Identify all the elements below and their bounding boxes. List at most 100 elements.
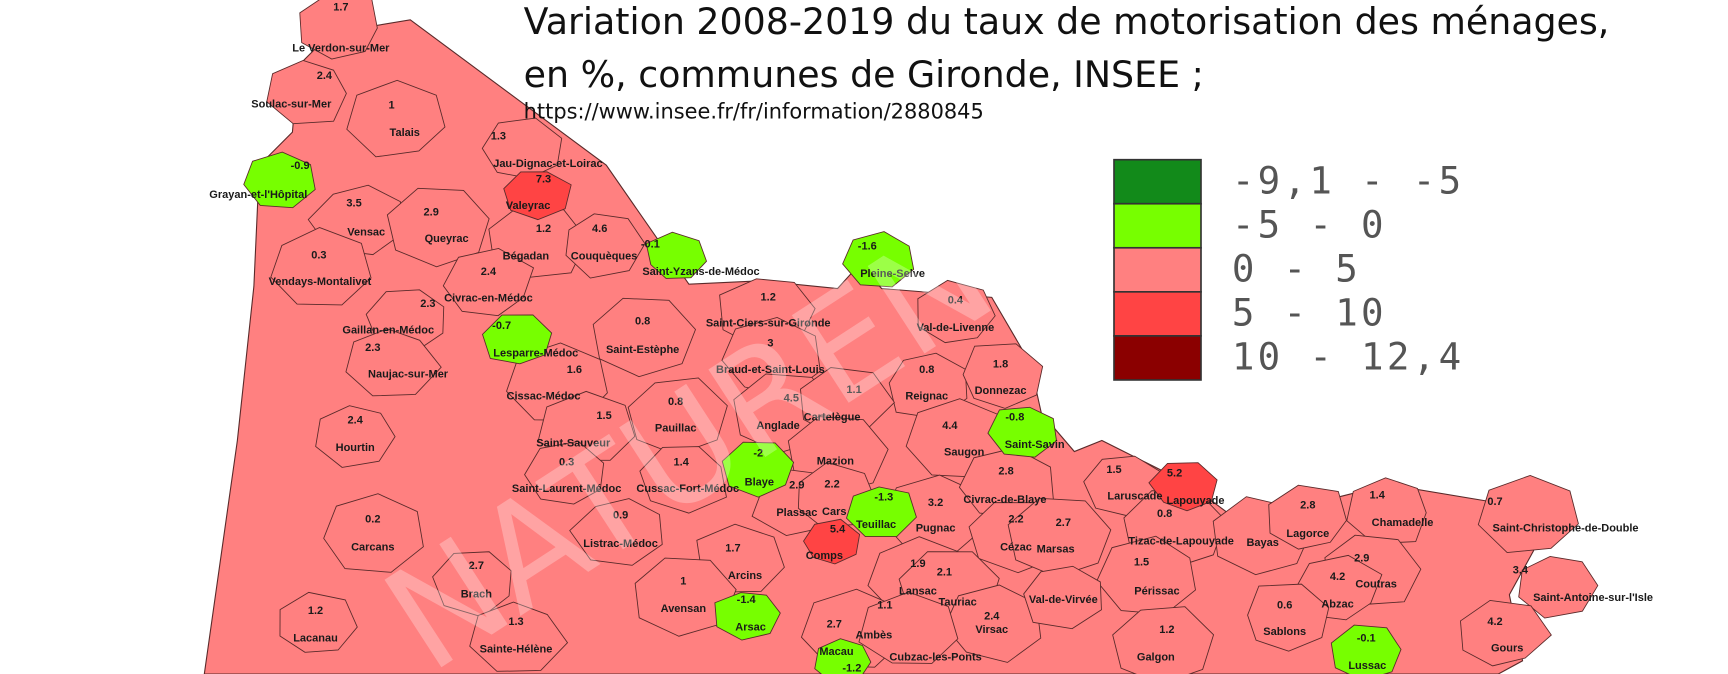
- commune-name: Avensan: [661, 603, 707, 615]
- commune-name: Saint-Sauveur: [536, 438, 611, 450]
- commune-name: Arcins: [728, 570, 762, 582]
- commune-value: 1.7: [725, 542, 740, 554]
- commune-value: 2.9: [789, 480, 804, 492]
- commune-value: 3.2: [928, 497, 943, 509]
- commune-name: Plassac: [776, 507, 817, 519]
- commune-name: Naujac-sur-Mer: [368, 368, 449, 380]
- commune-area: [1148, 462, 1218, 512]
- commune-value: -1.6: [858, 241, 877, 253]
- commune-name: Cézac: [1000, 541, 1032, 553]
- commune-name: Saint-Antoine-sur-l'Isle: [1533, 592, 1653, 604]
- commune-name: Blaye: [745, 476, 774, 488]
- commune-value: 2.3: [365, 342, 380, 354]
- commune-value: 3.4: [1513, 564, 1529, 576]
- legend-swatch: [1113, 158, 1202, 205]
- legend-swatch: [1113, 291, 1202, 337]
- commune-value: 0.3: [311, 249, 326, 261]
- commune-name: Pauillac: [655, 422, 697, 434]
- commune-name: Queyrac: [425, 233, 469, 245]
- commune-area: [1247, 583, 1330, 652]
- commune-value: 1.1: [846, 384, 861, 396]
- commune-name: Gours: [1491, 643, 1523, 655]
- commune-area: [814, 638, 872, 674]
- commune-area: [469, 601, 569, 672]
- commune-value: 2.7: [469, 560, 484, 572]
- commune-area: [917, 279, 996, 344]
- commune-name: Cars: [822, 506, 846, 518]
- commune-name: Marsas: [1037, 543, 1075, 555]
- commune-name: Soulac-sur-Mer: [251, 99, 332, 111]
- commune-name: Macau: [819, 646, 853, 658]
- commune-area: [432, 551, 512, 618]
- commune-name: Braud-et-Saint-Louis: [716, 364, 825, 376]
- commune-area: [987, 406, 1057, 458]
- commune-name: Lagorce: [1286, 528, 1329, 540]
- commune-value: -2: [753, 448, 763, 460]
- commune-value: -0.7: [492, 320, 511, 332]
- commune-area: [962, 343, 1044, 409]
- commune-name: Val-de-Livenne: [917, 322, 995, 334]
- legend-swatch: [1113, 335, 1202, 381]
- commune-name: Talais: [390, 127, 420, 139]
- commune-area: [243, 151, 316, 209]
- commune-area: [1330, 624, 1402, 674]
- commune-value: 1.2: [536, 223, 551, 235]
- commune-name: Pugnac: [916, 523, 956, 535]
- commune-value: 0.8: [1157, 508, 1172, 520]
- commune-value: -1.4: [737, 594, 757, 606]
- commune-value: 2.4: [317, 70, 333, 82]
- commune-area: [645, 231, 708, 279]
- commune-value: 4.6: [592, 223, 607, 235]
- commune-area: [1477, 474, 1579, 553]
- commune-value: 4.5: [784, 393, 799, 405]
- commune-value: 2.1: [937, 567, 952, 579]
- source-url: https://www.insee.fr/fr/information/2880…: [524, 99, 984, 123]
- commune-value: 0.9: [613, 509, 628, 521]
- commune-name: Périssac: [1134, 585, 1179, 597]
- commune-name: Saint-Savin: [1005, 439, 1065, 451]
- commune-area: [858, 591, 959, 664]
- commune-name: Ambès: [856, 629, 893, 641]
- commune-area: [266, 59, 347, 125]
- commune-name: Reignac: [905, 390, 948, 402]
- commune-name: Cussac-Fort-Médoc: [636, 483, 739, 495]
- commune-value: -0.8: [1005, 411, 1024, 423]
- commune-value: 0.7: [1487, 496, 1502, 508]
- commune-value: 4.2: [1487, 616, 1502, 628]
- commune-name: Tizac-de-Lapouyade: [1128, 536, 1234, 548]
- commune-value: 0.3: [559, 456, 574, 468]
- commune-value: 1.3: [491, 130, 506, 142]
- commune-name: Tauriac: [938, 596, 976, 608]
- commune-name: Couquèques: [571, 251, 638, 263]
- commune-value: 1.4: [674, 456, 690, 468]
- commune-value: 1.2: [761, 291, 776, 303]
- commune-value: 1: [680, 575, 686, 587]
- commune-name: Saint-Estèphe: [606, 344, 679, 356]
- commune-area: [386, 187, 490, 268]
- commune-name: Lansac: [899, 585, 937, 597]
- commune-name: Abzac: [1321, 599, 1353, 611]
- commune-name: Sainte-Hélène: [480, 644, 553, 656]
- legend-label: 5 - 10: [1232, 290, 1387, 334]
- commune-area: [1460, 599, 1552, 667]
- commune-value: 2.4: [348, 415, 364, 427]
- commune-name: Cissac-Médoc: [507, 390, 581, 402]
- commune-name: Jau-Dignac-et-Loirac: [493, 158, 602, 170]
- commune-value: 4.4: [942, 420, 958, 432]
- commune-name: Brach: [461, 589, 492, 601]
- commune-value: 1.9: [910, 558, 925, 570]
- commune-area: [1096, 535, 1196, 615]
- commune-area: [721, 441, 795, 498]
- commune-name: Gaillan-en-Médoc: [342, 324, 434, 336]
- commune-value: 1.6: [567, 364, 582, 376]
- commune-value: 0.2: [365, 514, 380, 526]
- commune-value: 0.8: [668, 396, 683, 408]
- commune-value: 1.3: [508, 616, 523, 628]
- commune-area: [714, 592, 781, 641]
- commune-name: Donnezac: [975, 385, 1027, 397]
- commune-name: Civrac-en-Médoc: [444, 292, 533, 304]
- commune-value: 1.5: [1106, 464, 1121, 476]
- commune-value: 7.3: [536, 173, 551, 185]
- commune-value: 2.2: [1008, 514, 1023, 526]
- commune-name: Comps: [806, 550, 843, 562]
